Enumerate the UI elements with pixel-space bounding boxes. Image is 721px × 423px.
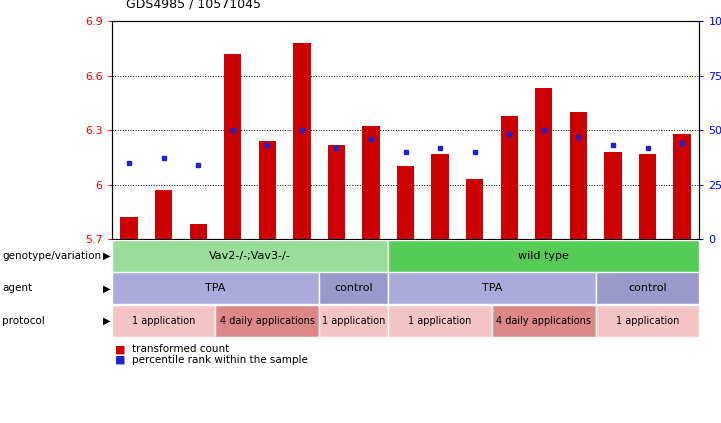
Text: Vav2-/-;Vav3-/-: Vav2-/-;Vav3-/- xyxy=(209,251,291,261)
Text: ▶: ▶ xyxy=(103,283,110,293)
Bar xyxy=(389,240,699,272)
Bar xyxy=(389,272,596,304)
Bar xyxy=(673,134,691,239)
Text: percentile rank within the sample: percentile rank within the sample xyxy=(132,355,308,365)
Text: ▶: ▶ xyxy=(103,316,110,326)
Bar xyxy=(190,225,207,239)
Text: wild type: wild type xyxy=(518,251,570,261)
Bar xyxy=(604,152,622,239)
Text: GDS4985 / 10571045: GDS4985 / 10571045 xyxy=(126,0,261,11)
Bar xyxy=(319,272,389,304)
Text: 1 application: 1 application xyxy=(322,316,386,326)
Bar xyxy=(535,88,552,239)
Text: ■: ■ xyxy=(115,344,126,354)
Bar xyxy=(500,115,518,239)
Text: genotype/variation: genotype/variation xyxy=(2,251,101,261)
Bar xyxy=(431,154,448,239)
Bar xyxy=(112,305,216,337)
Bar xyxy=(570,112,587,239)
Bar xyxy=(639,154,656,239)
Bar xyxy=(112,272,319,304)
Text: TPA: TPA xyxy=(482,283,502,293)
Bar xyxy=(466,179,483,239)
Text: control: control xyxy=(628,283,667,293)
Text: 4 daily applications: 4 daily applications xyxy=(220,316,315,326)
Bar xyxy=(596,272,699,304)
Text: 4 daily applications: 4 daily applications xyxy=(496,316,591,326)
Bar xyxy=(224,54,242,239)
Bar xyxy=(216,305,319,337)
Bar xyxy=(259,141,276,239)
Bar xyxy=(596,305,699,337)
Bar xyxy=(155,190,172,239)
Text: protocol: protocol xyxy=(2,316,45,326)
Bar xyxy=(389,305,492,337)
Text: ■: ■ xyxy=(115,355,126,365)
Bar xyxy=(328,145,345,239)
Bar xyxy=(397,166,414,239)
Bar xyxy=(363,126,380,239)
Text: 1 application: 1 application xyxy=(132,316,195,326)
Text: ▶: ▶ xyxy=(103,251,110,261)
Bar xyxy=(492,305,596,337)
Bar xyxy=(120,217,138,239)
Text: 1 application: 1 application xyxy=(616,316,679,326)
Text: 1 application: 1 application xyxy=(408,316,472,326)
Bar xyxy=(319,305,389,337)
Text: TPA: TPA xyxy=(205,283,226,293)
Bar xyxy=(293,43,311,239)
Text: agent: agent xyxy=(2,283,32,293)
Text: control: control xyxy=(335,283,373,293)
Bar xyxy=(112,240,389,272)
Text: transformed count: transformed count xyxy=(132,344,229,354)
